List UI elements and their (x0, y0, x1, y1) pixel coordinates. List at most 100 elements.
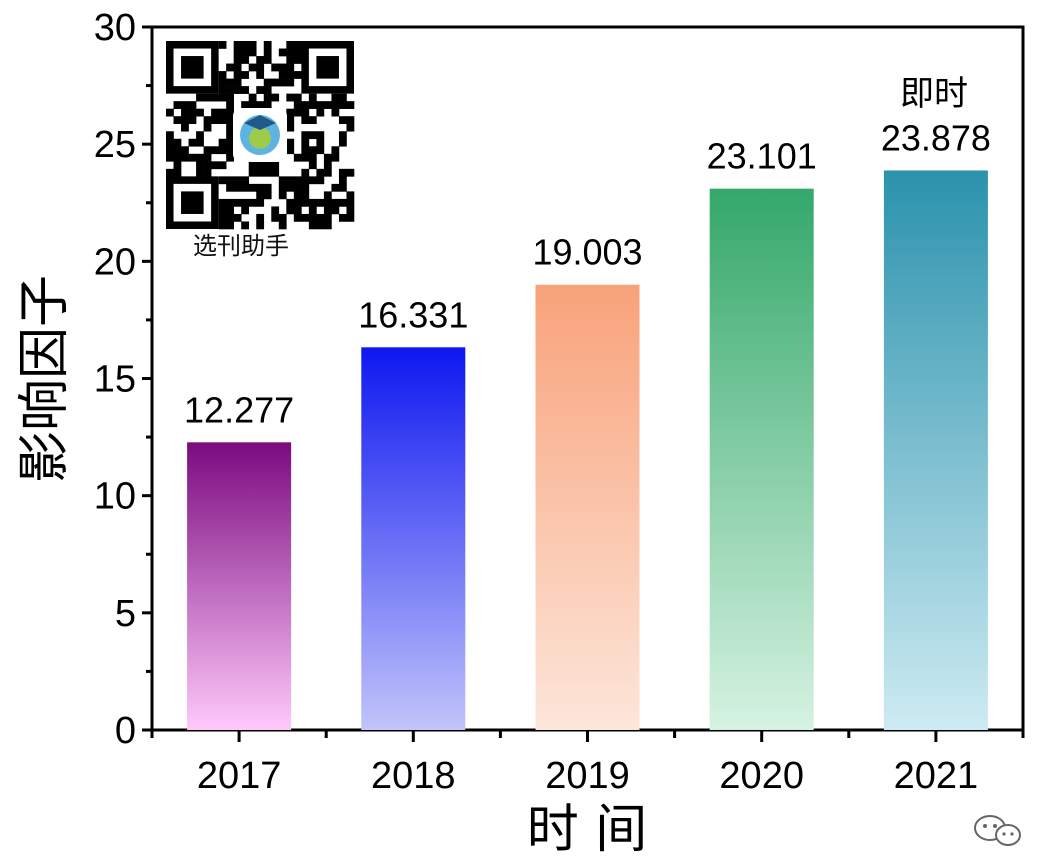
qr-module (218, 146, 227, 155)
qr-module (233, 183, 242, 192)
qr-module (233, 198, 242, 207)
qr-module (286, 138, 295, 147)
wechat-icon (974, 815, 1021, 846)
qr-module (226, 206, 234, 215)
qr-module (226, 116, 234, 125)
qr-module (271, 63, 280, 72)
qr-module (338, 183, 347, 192)
qr-module (286, 93, 295, 102)
qr-module (323, 161, 332, 170)
qr-module (263, 161, 272, 170)
qr-module (308, 93, 317, 102)
qr-module (301, 153, 310, 162)
qr-module (323, 191, 332, 200)
qr-module (218, 161, 227, 170)
qr-module (188, 138, 197, 147)
qr-module (181, 101, 189, 109)
x-tick-label: 2021 (894, 755, 979, 797)
y-tick-label: 20 (94, 241, 136, 283)
qr-module (286, 123, 295, 132)
qr-module (316, 198, 325, 207)
qr-module (256, 71, 265, 79)
qr-module (263, 168, 272, 177)
qr-module (241, 183, 250, 192)
qr-module (166, 108, 174, 117)
qr-module (166, 131, 174, 140)
qr-module (331, 146, 340, 155)
qr-code-icon (166, 41, 355, 230)
qr-module (278, 213, 287, 222)
qr-module (166, 153, 174, 162)
qr-module (218, 41, 227, 49)
qr-module (263, 41, 272, 49)
qr-module (218, 176, 227, 185)
qr-module (346, 191, 355, 200)
bar-2018 (361, 347, 466, 730)
qr-module (203, 161, 212, 170)
qr-module (173, 116, 182, 125)
qr-module (308, 116, 317, 125)
qr-module (241, 176, 250, 185)
qr-module (181, 153, 189, 162)
qr-logo-inner (249, 127, 271, 149)
qr-module (256, 213, 265, 222)
qr-module (241, 198, 250, 207)
qr-module (308, 221, 317, 230)
qr-module (248, 48, 257, 57)
qr-module (308, 176, 317, 185)
qr-module (241, 41, 250, 49)
qr-module (211, 116, 219, 125)
qr-module (226, 138, 234, 147)
qr-module (293, 41, 302, 49)
qr-module (316, 108, 325, 117)
qr-module (316, 168, 325, 177)
qr-module (256, 221, 265, 230)
qr-module (196, 138, 204, 147)
qr-module (346, 213, 355, 222)
qr-module (286, 198, 295, 207)
qr-module (196, 161, 204, 170)
qr-module (323, 198, 332, 207)
qr-module (173, 161, 182, 170)
qr-module (286, 71, 295, 79)
qr-module (218, 116, 227, 125)
qr-module (263, 48, 272, 57)
qr-module (323, 221, 332, 230)
qr-module (188, 153, 197, 162)
qr-module (346, 101, 355, 109)
data-label-2017: 12.277 (184, 389, 294, 430)
bar-2021 (883, 170, 988, 730)
qr-module (301, 146, 310, 155)
qr-module (211, 146, 219, 155)
qr-module (323, 101, 332, 109)
qr-module (338, 101, 347, 109)
qr-module (323, 206, 332, 215)
qr-module (271, 168, 280, 177)
qr-module (308, 101, 317, 109)
qr-module (263, 183, 272, 192)
x-tick-label: 2018 (371, 755, 456, 797)
qr-module (286, 116, 295, 125)
qr-module (293, 176, 302, 185)
qr-module (196, 108, 204, 117)
qr-module (181, 116, 189, 125)
qr-module (346, 123, 355, 132)
qr-module (166, 146, 174, 155)
qr-module (278, 48, 287, 57)
qr-module (256, 63, 265, 72)
qr-module (278, 78, 287, 87)
qr-module (278, 191, 287, 200)
qr-module (248, 101, 257, 109)
qr-module (308, 206, 317, 215)
qr-module (331, 101, 340, 109)
qr-module (271, 93, 280, 102)
qr-module (226, 221, 234, 230)
qr-module (278, 183, 287, 192)
qr-module (203, 168, 212, 177)
qr-module (308, 153, 317, 162)
qr-module (218, 198, 227, 207)
qr-module (188, 116, 197, 125)
qr-module (173, 153, 182, 162)
qr-module (316, 146, 325, 155)
qr-module (301, 101, 310, 109)
